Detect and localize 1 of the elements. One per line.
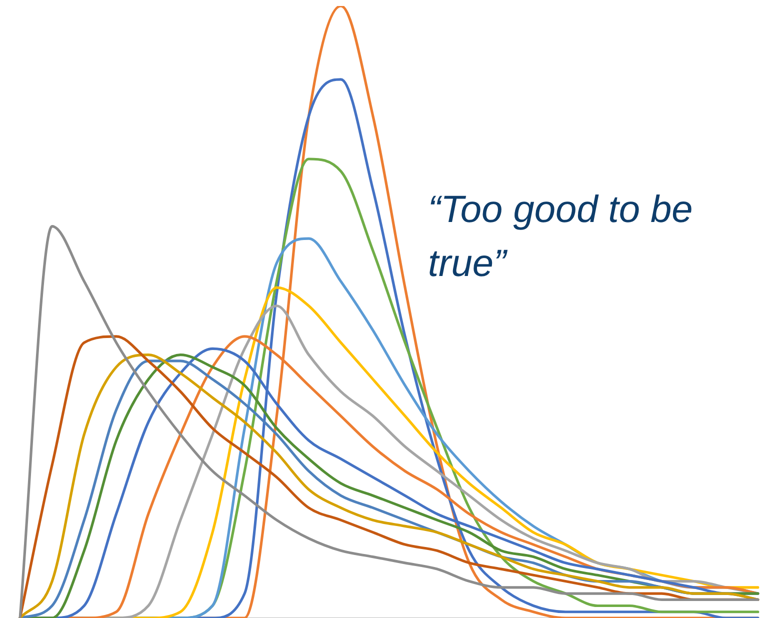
annotation: “Too good to be true” xyxy=(428,189,693,285)
